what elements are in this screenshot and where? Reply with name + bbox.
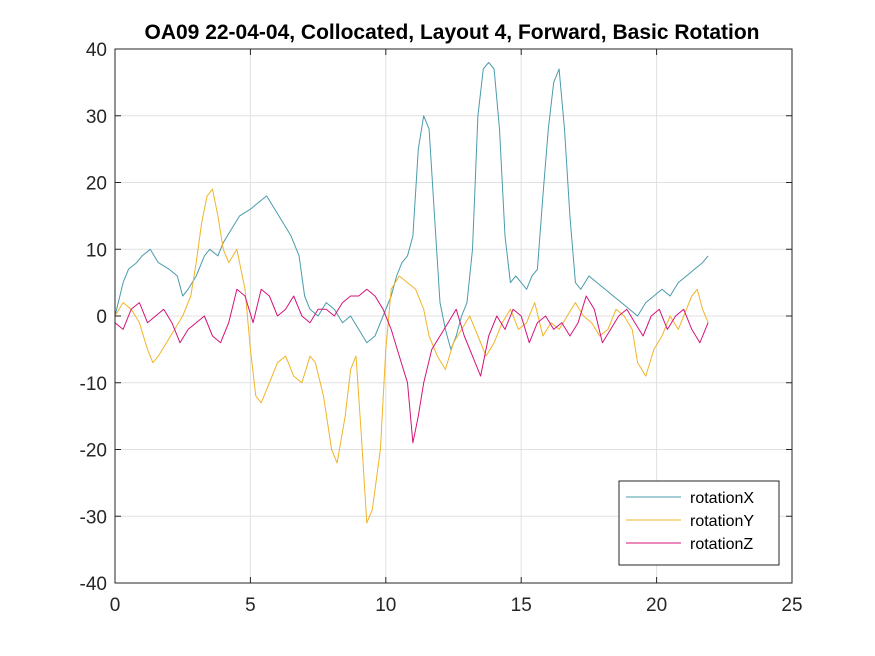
legend-box bbox=[618, 480, 780, 566]
x-tick-label: 5 bbox=[245, 595, 256, 616]
y-tick-label: -10 bbox=[80, 374, 107, 395]
series-line-rotationY bbox=[114, 188, 709, 524]
legend-label: rotationY bbox=[690, 513, 754, 530]
x-tick-label: 10 bbox=[375, 595, 396, 616]
y-tick-label: 10 bbox=[86, 240, 107, 261]
legend-label: rotationX bbox=[690, 490, 754, 507]
y-tick-label: -30 bbox=[80, 507, 107, 528]
series-line-rotationX bbox=[114, 61, 709, 350]
x-tick-label: 25 bbox=[781, 595, 802, 616]
y-tick-label: 40 bbox=[86, 40, 107, 61]
y-tick-label: 20 bbox=[86, 174, 107, 195]
legend: rotationX rotationY rotationZ bbox=[618, 480, 780, 566]
series-lines bbox=[114, 61, 709, 524]
axis-ticks: 0 5 10 15 20 25 -40 -30 -20 -10 0 10 20 30 40 bbox=[80, 40, 803, 616]
chart-title: OA09 22-04-04, Collocated, Layout 4, For… bbox=[145, 21, 760, 44]
legend-label: rotationZ bbox=[690, 536, 753, 553]
x-tick-label: 20 bbox=[646, 595, 667, 616]
y-tick-label: -40 bbox=[80, 574, 107, 595]
x-tick-label: 0 bbox=[110, 595, 121, 616]
y-tick-label: 30 bbox=[86, 107, 107, 128]
y-tick-label: -20 bbox=[80, 441, 107, 462]
series-line-rotationZ bbox=[114, 288, 709, 444]
y-tick-label: 0 bbox=[96, 307, 107, 328]
x-tick-label: 15 bbox=[511, 595, 532, 616]
